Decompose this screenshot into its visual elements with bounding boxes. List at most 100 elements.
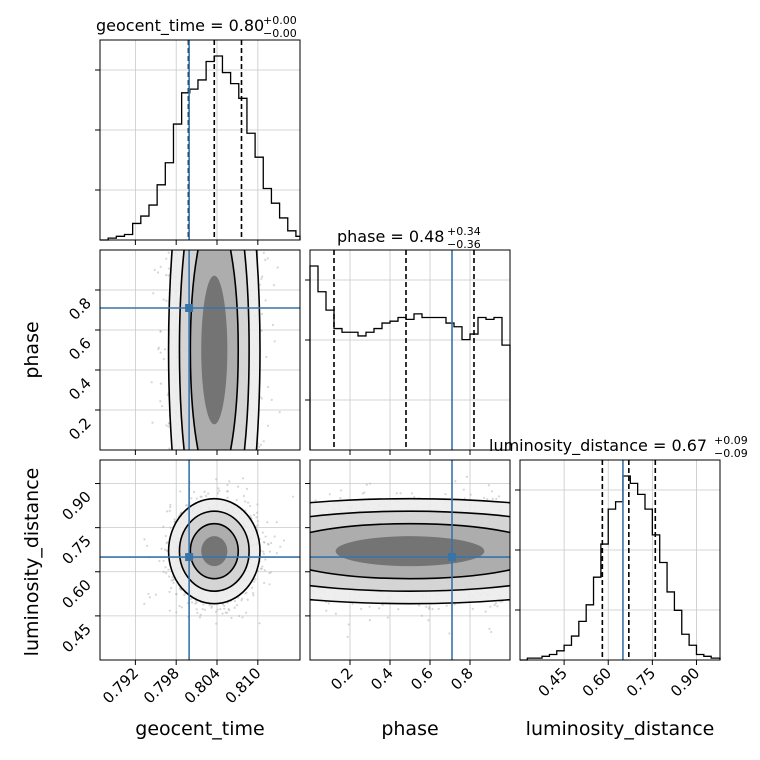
sample-point: [150, 381, 153, 384]
sample-point: [194, 602, 197, 605]
y-tick-label: 0.2: [65, 414, 95, 444]
title-phase: phase = 0.48: [337, 227, 444, 246]
sample-point: [493, 604, 496, 607]
sample-point: [247, 501, 250, 504]
sample-point: [183, 593, 186, 597]
sample-point: [486, 498, 489, 501]
sample-point: [201, 607, 204, 610]
sample-point: [162, 298, 165, 301]
sample-point: [275, 552, 278, 555]
sample-point: [261, 275, 264, 278]
sample-point: [363, 491, 366, 494]
sample-point: [494, 602, 498, 605]
sample-point: [190, 497, 193, 500]
contour-line: [189, 250, 240, 450]
sample-point: [270, 398, 273, 401]
sample-point: [346, 635, 349, 638]
sample-point: [166, 393, 169, 396]
sample-point: [395, 492, 398, 495]
sample-point: [168, 447, 171, 450]
x-tick-label: 0.792: [99, 664, 142, 707]
sample-point: [241, 477, 245, 480]
sample-point: [249, 514, 252, 518]
sample-point: [165, 571, 168, 575]
sample-point: [258, 622, 261, 625]
panel-frame: [99, 39, 301, 241]
sample-point: [159, 400, 162, 403]
title-geocent-time-plus: +0.00: [263, 14, 297, 27]
sample-point: [266, 424, 270, 427]
x-tick-label: 0.75: [623, 664, 659, 700]
sample-point: [266, 542, 270, 546]
sample-point: [163, 348, 167, 351]
x-tick-label: 0.90: [667, 664, 703, 700]
sample-point: [167, 267, 171, 270]
sample-point: [160, 547, 163, 550]
histogram-luminosity_distance: [520, 475, 721, 661]
histogram-phase: [309, 265, 511, 450]
sample-point: [339, 489, 343, 492]
sample-point: [263, 569, 266, 572]
sample-point: [159, 265, 162, 268]
sample-point: [221, 612, 224, 615]
x-tick-label: 0.45: [535, 664, 571, 700]
sample-point: [260, 312, 264, 316]
sample-point: [325, 609, 328, 612]
sample-point: [242, 494, 245, 498]
sample-point: [454, 480, 457, 483]
ylabel-luminosity-distance: luminosity_distance: [21, 468, 43, 657]
sample-point: [226, 490, 230, 493]
sample-point: [496, 605, 499, 608]
sample-point: [165, 510, 169, 513]
sample-point: [169, 526, 172, 529]
panel-frame: [309, 459, 511, 661]
title-phase-minus: −0.36: [447, 238, 481, 251]
sample-point: [266, 521, 269, 524]
contour-line: [310, 510, 510, 592]
sample-point: [160, 405, 164, 408]
sample-point: [420, 614, 423, 617]
sample-point: [148, 596, 151, 599]
y-tick-label: 0.90: [58, 488, 94, 524]
sample-point: [276, 266, 279, 269]
sample-point: [256, 523, 259, 527]
sample-point: [495, 497, 498, 501]
sample-point: [221, 603, 225, 606]
ylabel-phase: phase: [21, 321, 43, 378]
sample-point: [179, 588, 182, 591]
y-tick-label: 0.8: [65, 294, 95, 324]
sample-point: [264, 299, 267, 302]
sample-point: [151, 421, 154, 424]
sample-point: [465, 475, 469, 478]
title-geocent-time: geocent_time = 0.80: [96, 16, 264, 36]
sample-point: [178, 605, 181, 608]
sample-point: [347, 623, 350, 626]
sample-point: [153, 268, 156, 272]
sample-point: [381, 603, 384, 607]
sample-point: [484, 610, 487, 613]
sample-point: [167, 568, 170, 571]
sample-point: [214, 610, 218, 614]
sample-point: [262, 581, 266, 585]
panel-frame: [309, 249, 511, 451]
sample-point: [368, 605, 371, 608]
sample-point: [279, 545, 282, 548]
sample-point: [210, 605, 214, 608]
sample-point: [240, 599, 243, 602]
sample-point: [195, 497, 198, 500]
sample-point: [156, 271, 160, 274]
sample-point: [179, 490, 182, 493]
sample-point: [260, 329, 263, 332]
panel-luminosity_distance-hist: 0.45 0.60 0.75 0.90: [515, 459, 721, 700]
contour-line: [167, 497, 261, 605]
sample-point: [167, 425, 170, 428]
sample-point: [260, 277, 263, 280]
sample-point: [254, 578, 257, 581]
panel-frame: [99, 249, 301, 451]
sample-point: [180, 606, 183, 609]
sample-point: [185, 504, 188, 507]
x-tick-label: 0.810: [222, 664, 265, 707]
sample-point: [267, 385, 270, 389]
sample-point: [292, 495, 295, 498]
